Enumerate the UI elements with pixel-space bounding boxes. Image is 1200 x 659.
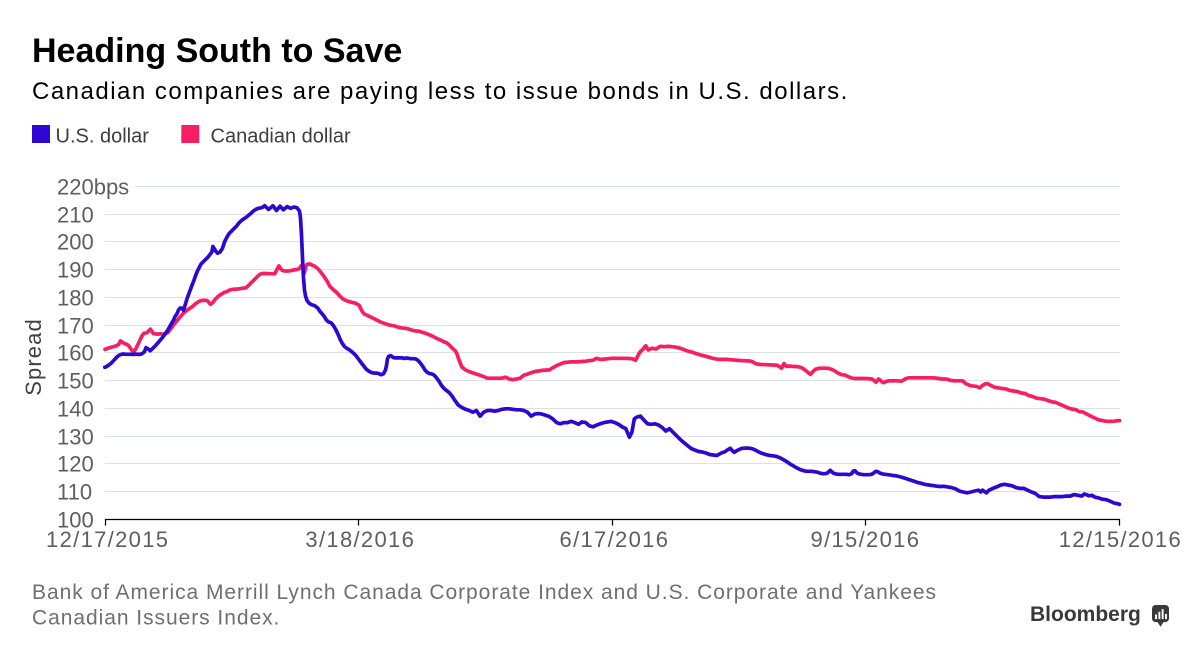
- svg-text:Bloomberg: Bloomberg: [1030, 603, 1141, 626]
- svg-text:160: 160: [57, 340, 94, 365]
- svg-text:100: 100: [57, 507, 94, 532]
- svg-text:Heading South to Save: Heading South to Save: [32, 32, 402, 70]
- svg-text:Spread: Spread: [21, 318, 46, 396]
- svg-text:3/18/2016: 3/18/2016: [305, 527, 415, 552]
- svg-text:110: 110: [57, 479, 92, 504]
- svg-text:140: 140: [57, 396, 94, 421]
- svg-text:U.S. dollar: U.S. dollar: [56, 126, 150, 148]
- svg-text:220bps: 220bps: [57, 174, 129, 199]
- svg-text:6/17/2016: 6/17/2016: [560, 527, 670, 552]
- svg-text:200: 200: [57, 229, 94, 254]
- svg-text:210: 210: [57, 202, 94, 227]
- svg-text:Canadian companies are paying: Canadian companies are paying less to is…: [32, 78, 849, 105]
- svg-text:170: 170: [57, 313, 94, 338]
- svg-text:12/15/2016: 12/15/2016: [1059, 527, 1182, 552]
- svg-text:Canadian dollar: Canadian dollar: [211, 126, 351, 148]
- svg-text:12/17/2015: 12/17/2015: [46, 527, 169, 552]
- svg-text:150: 150: [57, 368, 94, 393]
- svg-text:190: 190: [57, 257, 94, 282]
- svg-text:Canadian Issuers Index.: Canadian Issuers Index.: [32, 607, 280, 630]
- svg-text:120: 120: [57, 451, 94, 476]
- svg-text:Bank of America Merrill Lynch: Bank of America Merrill Lynch Canada Cor…: [32, 581, 937, 604]
- svg-text:180: 180: [57, 285, 94, 310]
- svg-text:9/15/2016: 9/15/2016: [811, 527, 921, 552]
- svg-text:130: 130: [57, 424, 94, 449]
